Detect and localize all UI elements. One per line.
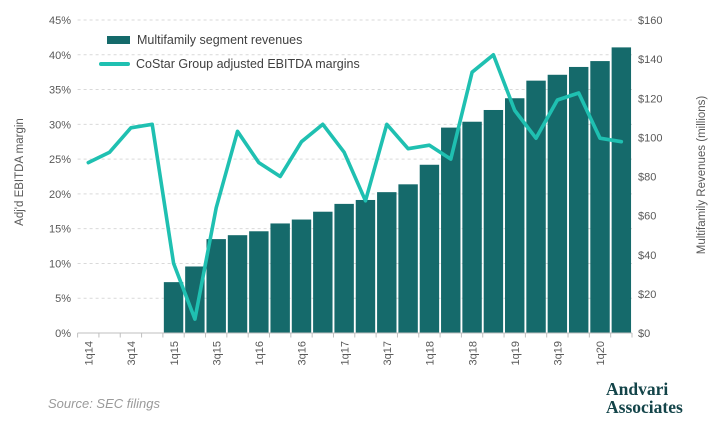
bar-series-swatch	[107, 36, 130, 44]
revenue-bar	[398, 184, 418, 333]
left-axis-title: Adj'd EBITDA margin	[14, 118, 26, 226]
line-series-swatch	[99, 61, 130, 67]
revenue-bar	[441, 127, 461, 333]
legend-item-revenues: Multifamily segment revenues	[107, 33, 302, 47]
x-axis-tick-label: 3q17	[382, 341, 394, 365]
revenue-bar	[227, 235, 248, 333]
logo-line-2: Associates	[606, 397, 683, 417]
revenue-bar	[505, 98, 525, 333]
revenue-bar	[483, 109, 504, 333]
x-axis-tick-label: 3q19	[553, 341, 565, 365]
revenue-bar	[355, 199, 376, 333]
revenue-bar	[377, 192, 397, 333]
right-axis-tick-label: $60	[638, 211, 656, 223]
left-axis-tick-label: 0%	[55, 328, 71, 340]
x-axis-tick-label: 3q16	[297, 341, 309, 365]
revenue-bar	[568, 66, 589, 333]
revenue-bar	[291, 219, 312, 333]
x-axis-tick-label: 1q19	[510, 341, 522, 365]
revenue-bar	[249, 231, 269, 333]
left-axis-tick-label: 45%	[49, 15, 71, 27]
revenue-bar	[163, 282, 184, 333]
revenue-bar	[334, 203, 354, 333]
right-axis-tick-label: $20	[638, 289, 656, 301]
right-axis-tick-label: $40	[638, 250, 656, 262]
x-axis-tick-label: 1q16	[254, 341, 266, 365]
left-axis-tick-label: 10%	[49, 258, 71, 270]
x-axis-tick-label: 1q20	[595, 341, 607, 365]
revenue-bar	[419, 164, 440, 333]
x-axis-tick-label: 1q14	[83, 341, 95, 365]
revenue-bar	[611, 47, 632, 333]
revenue-bar	[547, 74, 568, 334]
x-axis-tick-label: 1q17	[339, 341, 351, 365]
legend-label-revenues: Multifamily segment revenues	[137, 33, 303, 47]
x-axis-tick-label: 3q18	[467, 341, 479, 365]
revenue-bar	[313, 211, 333, 333]
right-axis-tick-label: $80	[638, 172, 656, 184]
right-axis-tick-label: $0	[638, 328, 650, 340]
left-axis-tick-label: 5%	[55, 293, 71, 305]
left-axis-tick-label: 20%	[49, 189, 71, 201]
andvari-logo: Andvari Associates	[606, 380, 683, 416]
legend-label-margins: CoStar Group adjusted EBITDA margins	[136, 57, 360, 71]
left-axis-tick-label: 40%	[49, 50, 71, 62]
revenue-bar	[185, 266, 205, 333]
x-axis-tick-label: 1q15	[169, 341, 181, 365]
right-axis-title: Multifamily Revenues (millions)	[696, 95, 708, 255]
revenue-bar	[270, 223, 290, 333]
right-axis-tick-label: $120	[638, 93, 662, 105]
source-note: Source: SEC filings	[48, 396, 160, 411]
revenue-bar	[462, 121, 482, 333]
x-axis-tick-label: 3q15	[211, 341, 223, 365]
revenue-bar	[206, 239, 226, 333]
x-axis-tick-label: 3q14	[126, 341, 138, 365]
right-axis-tick-label: $160	[638, 15, 662, 27]
left-axis-tick-label: 35%	[49, 85, 71, 97]
revenue-bar	[526, 80, 546, 333]
ebitda-margin-line	[86, 52, 624, 321]
left-axis-tick-label: 15%	[49, 224, 71, 236]
x-axis-tick-label: 1q18	[425, 341, 437, 365]
legend-item-margins: CoStar Group adjusted EBITDA margins	[99, 57, 360, 71]
left-axis-tick-label: 30%	[49, 119, 71, 131]
logo-line-1: Andvari	[606, 379, 669, 399]
left-axis-tick-label: 25%	[49, 154, 71, 166]
right-axis-tick-label: $100	[638, 132, 662, 144]
revenue-bar	[590, 61, 610, 334]
right-axis-tick-label: $140	[638, 54, 662, 66]
